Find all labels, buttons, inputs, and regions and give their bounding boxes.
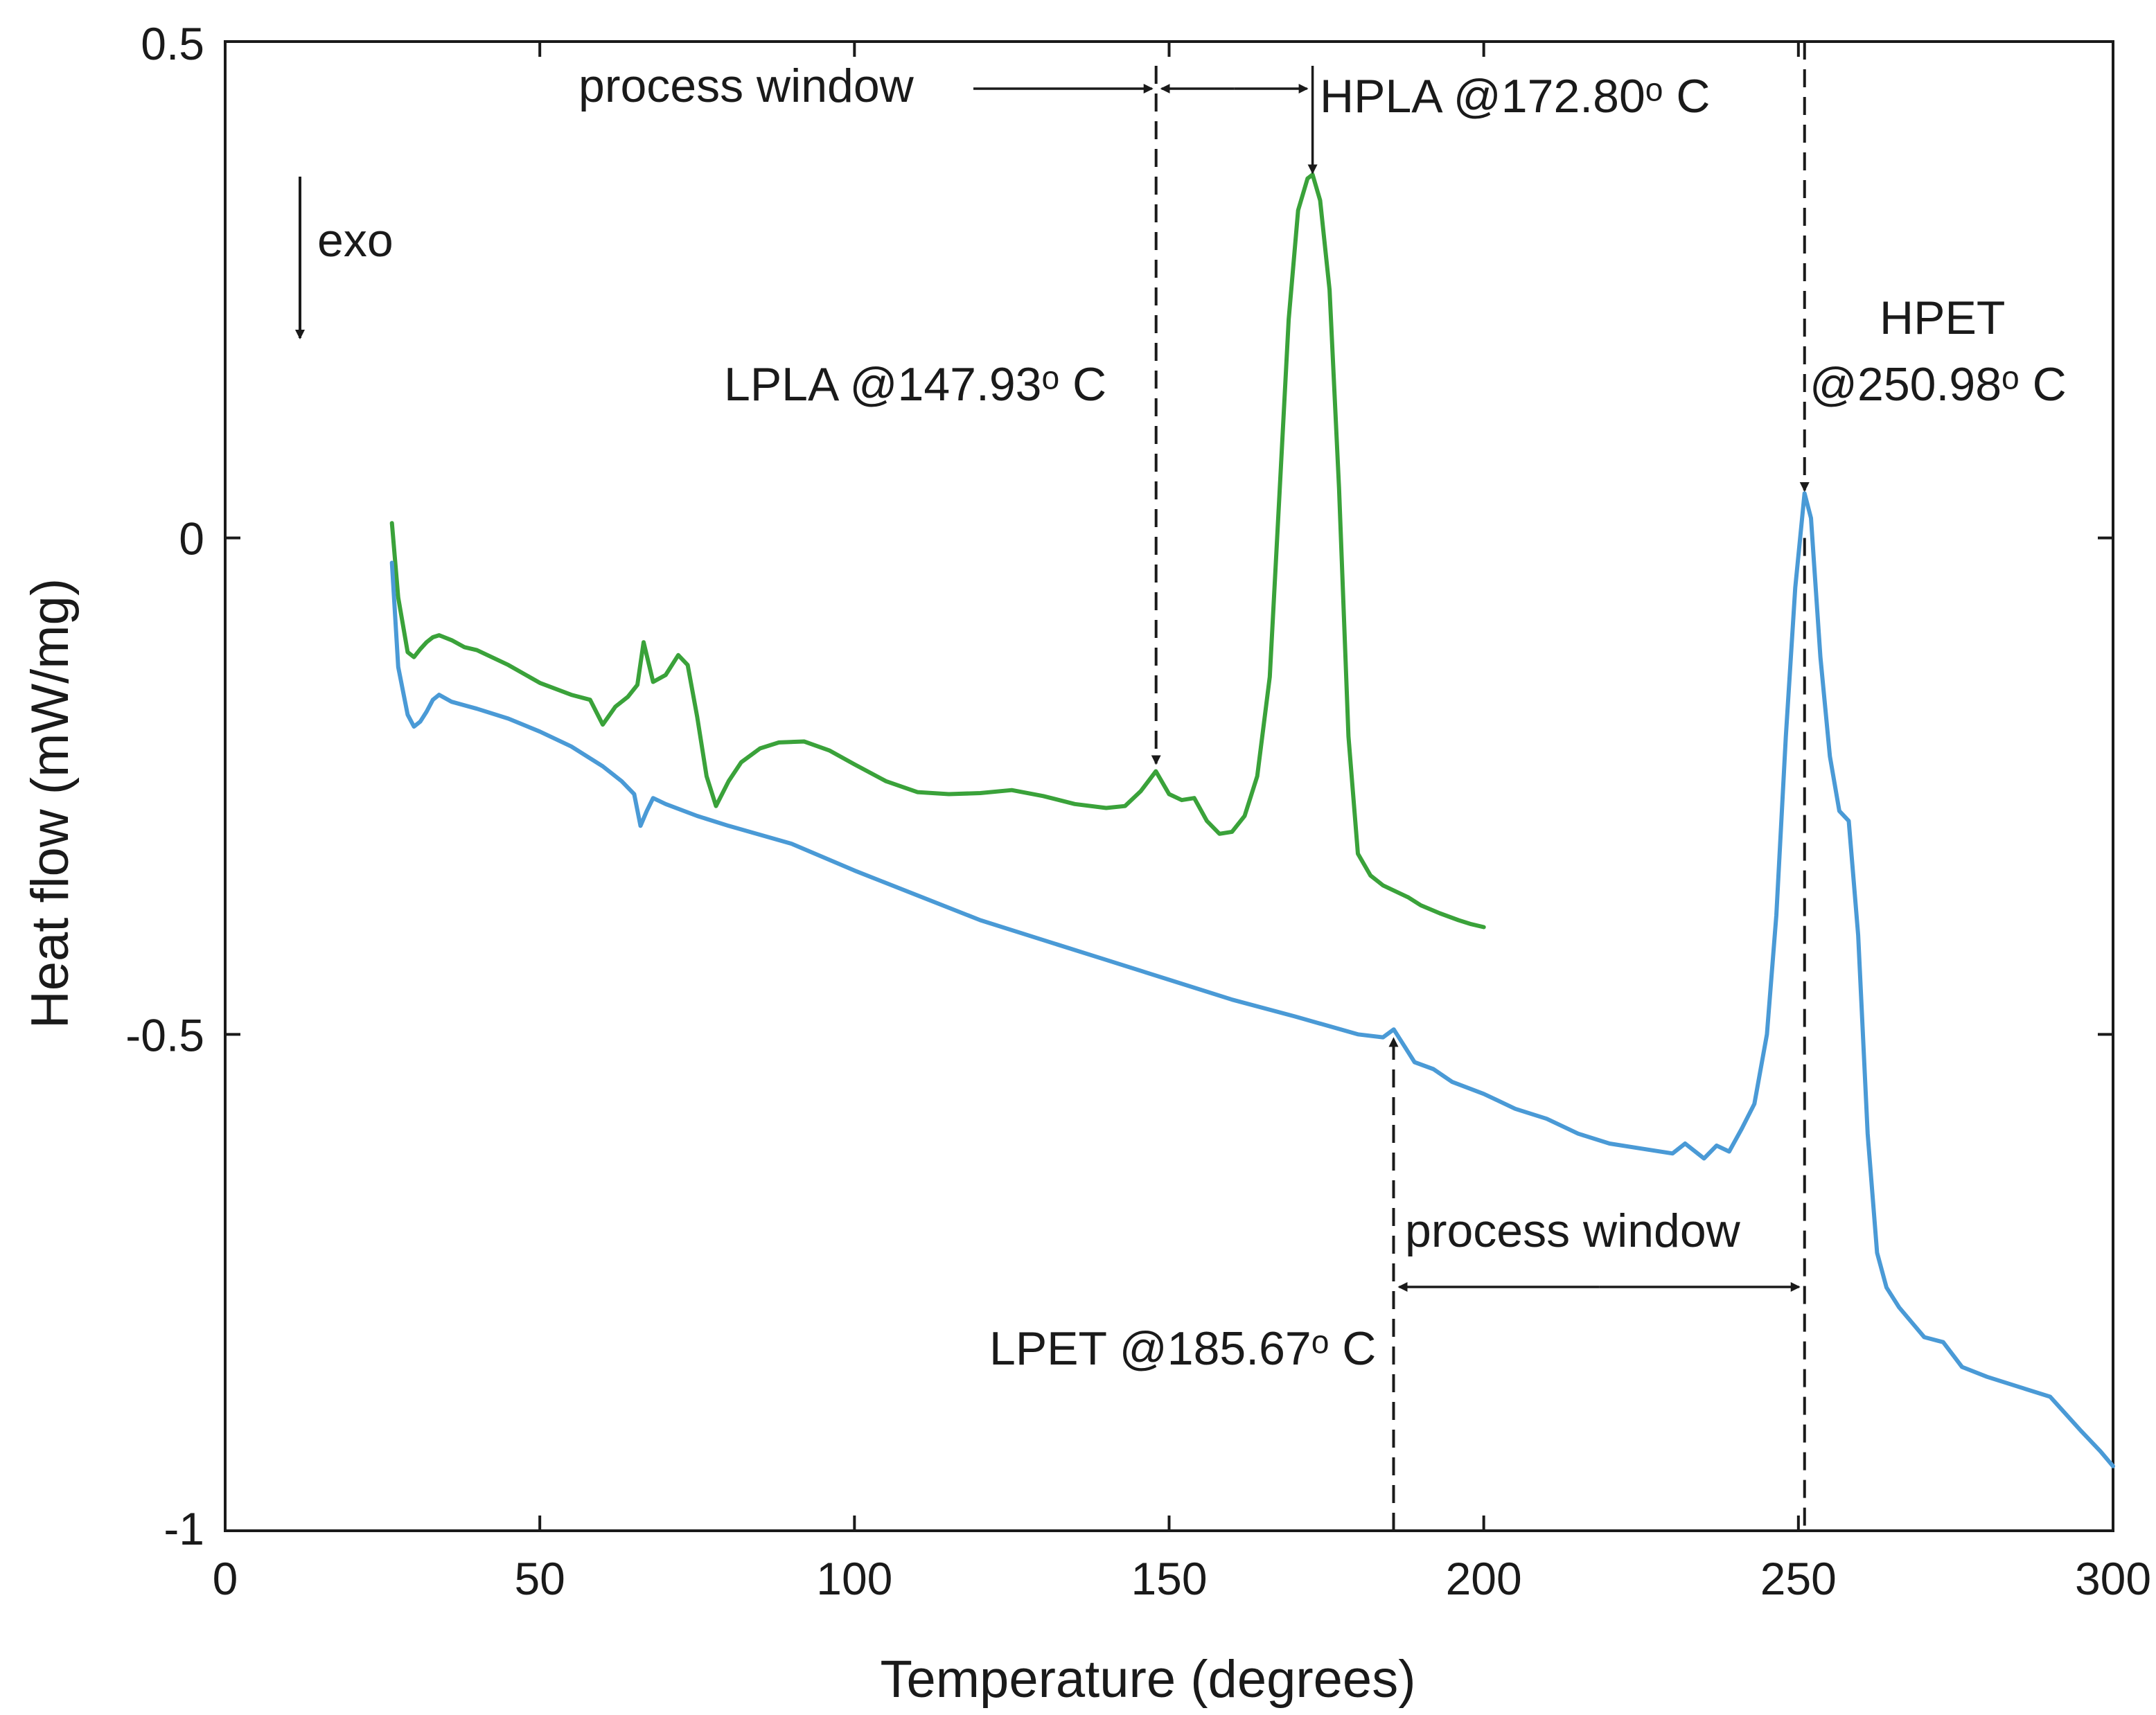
x-axis: 0 50 100 150 200 250 300 (213, 42, 2151, 1604)
y-tick-label: -1 (164, 1503, 204, 1554)
x-tick-label: 100 (816, 1553, 892, 1604)
pet-process-window-label: process window (1405, 1205, 1741, 1257)
x-tick-label: 50 (514, 1553, 565, 1604)
hpla-label: HPLA @172.80ᵒ C (1320, 70, 1710, 123)
x-tick-label: 200 (1446, 1553, 1522, 1604)
pla-process-window-label: process window (578, 60, 914, 112)
series-line-pet (389, 491, 2115, 1468)
annotations: exo process window HPLA @172.80ᵒ C LPLA … (295, 60, 2067, 1375)
y-axis-title: Heat flow (mW/mg) (21, 578, 80, 1029)
exo-label: exo (317, 214, 394, 267)
plot-frame (224, 40, 2114, 1532)
y-tick-label: 0 (179, 513, 204, 565)
y-tick-label: -0.5 (125, 1009, 204, 1060)
x-axis-title: Temperature (degrees) (880, 1650, 1415, 1709)
series-group (389, 172, 2115, 1468)
hpet-label-line1: HPET (1880, 292, 2005, 344)
y-tick-label: 0.5 (141, 18, 204, 69)
x-tick-label: 0 (213, 1553, 238, 1604)
x-tick-label: 150 (1131, 1553, 1207, 1604)
x-tick-label: 300 (2075, 1553, 2151, 1604)
y-axis: 0.5 0 -0.5 -1 (125, 18, 2113, 1554)
hpet-label-line2: @250.98ᵒ C (1810, 358, 2067, 411)
series-line-pla (389, 172, 1486, 930)
annotation-lines (973, 42, 1810, 1531)
lpla-label: LPLA @147.93ᵒ C (724, 358, 1106, 411)
lpet-label: LPET @185.67ᵒ C (989, 1322, 1376, 1375)
x-tick-label: 250 (1760, 1553, 1837, 1604)
